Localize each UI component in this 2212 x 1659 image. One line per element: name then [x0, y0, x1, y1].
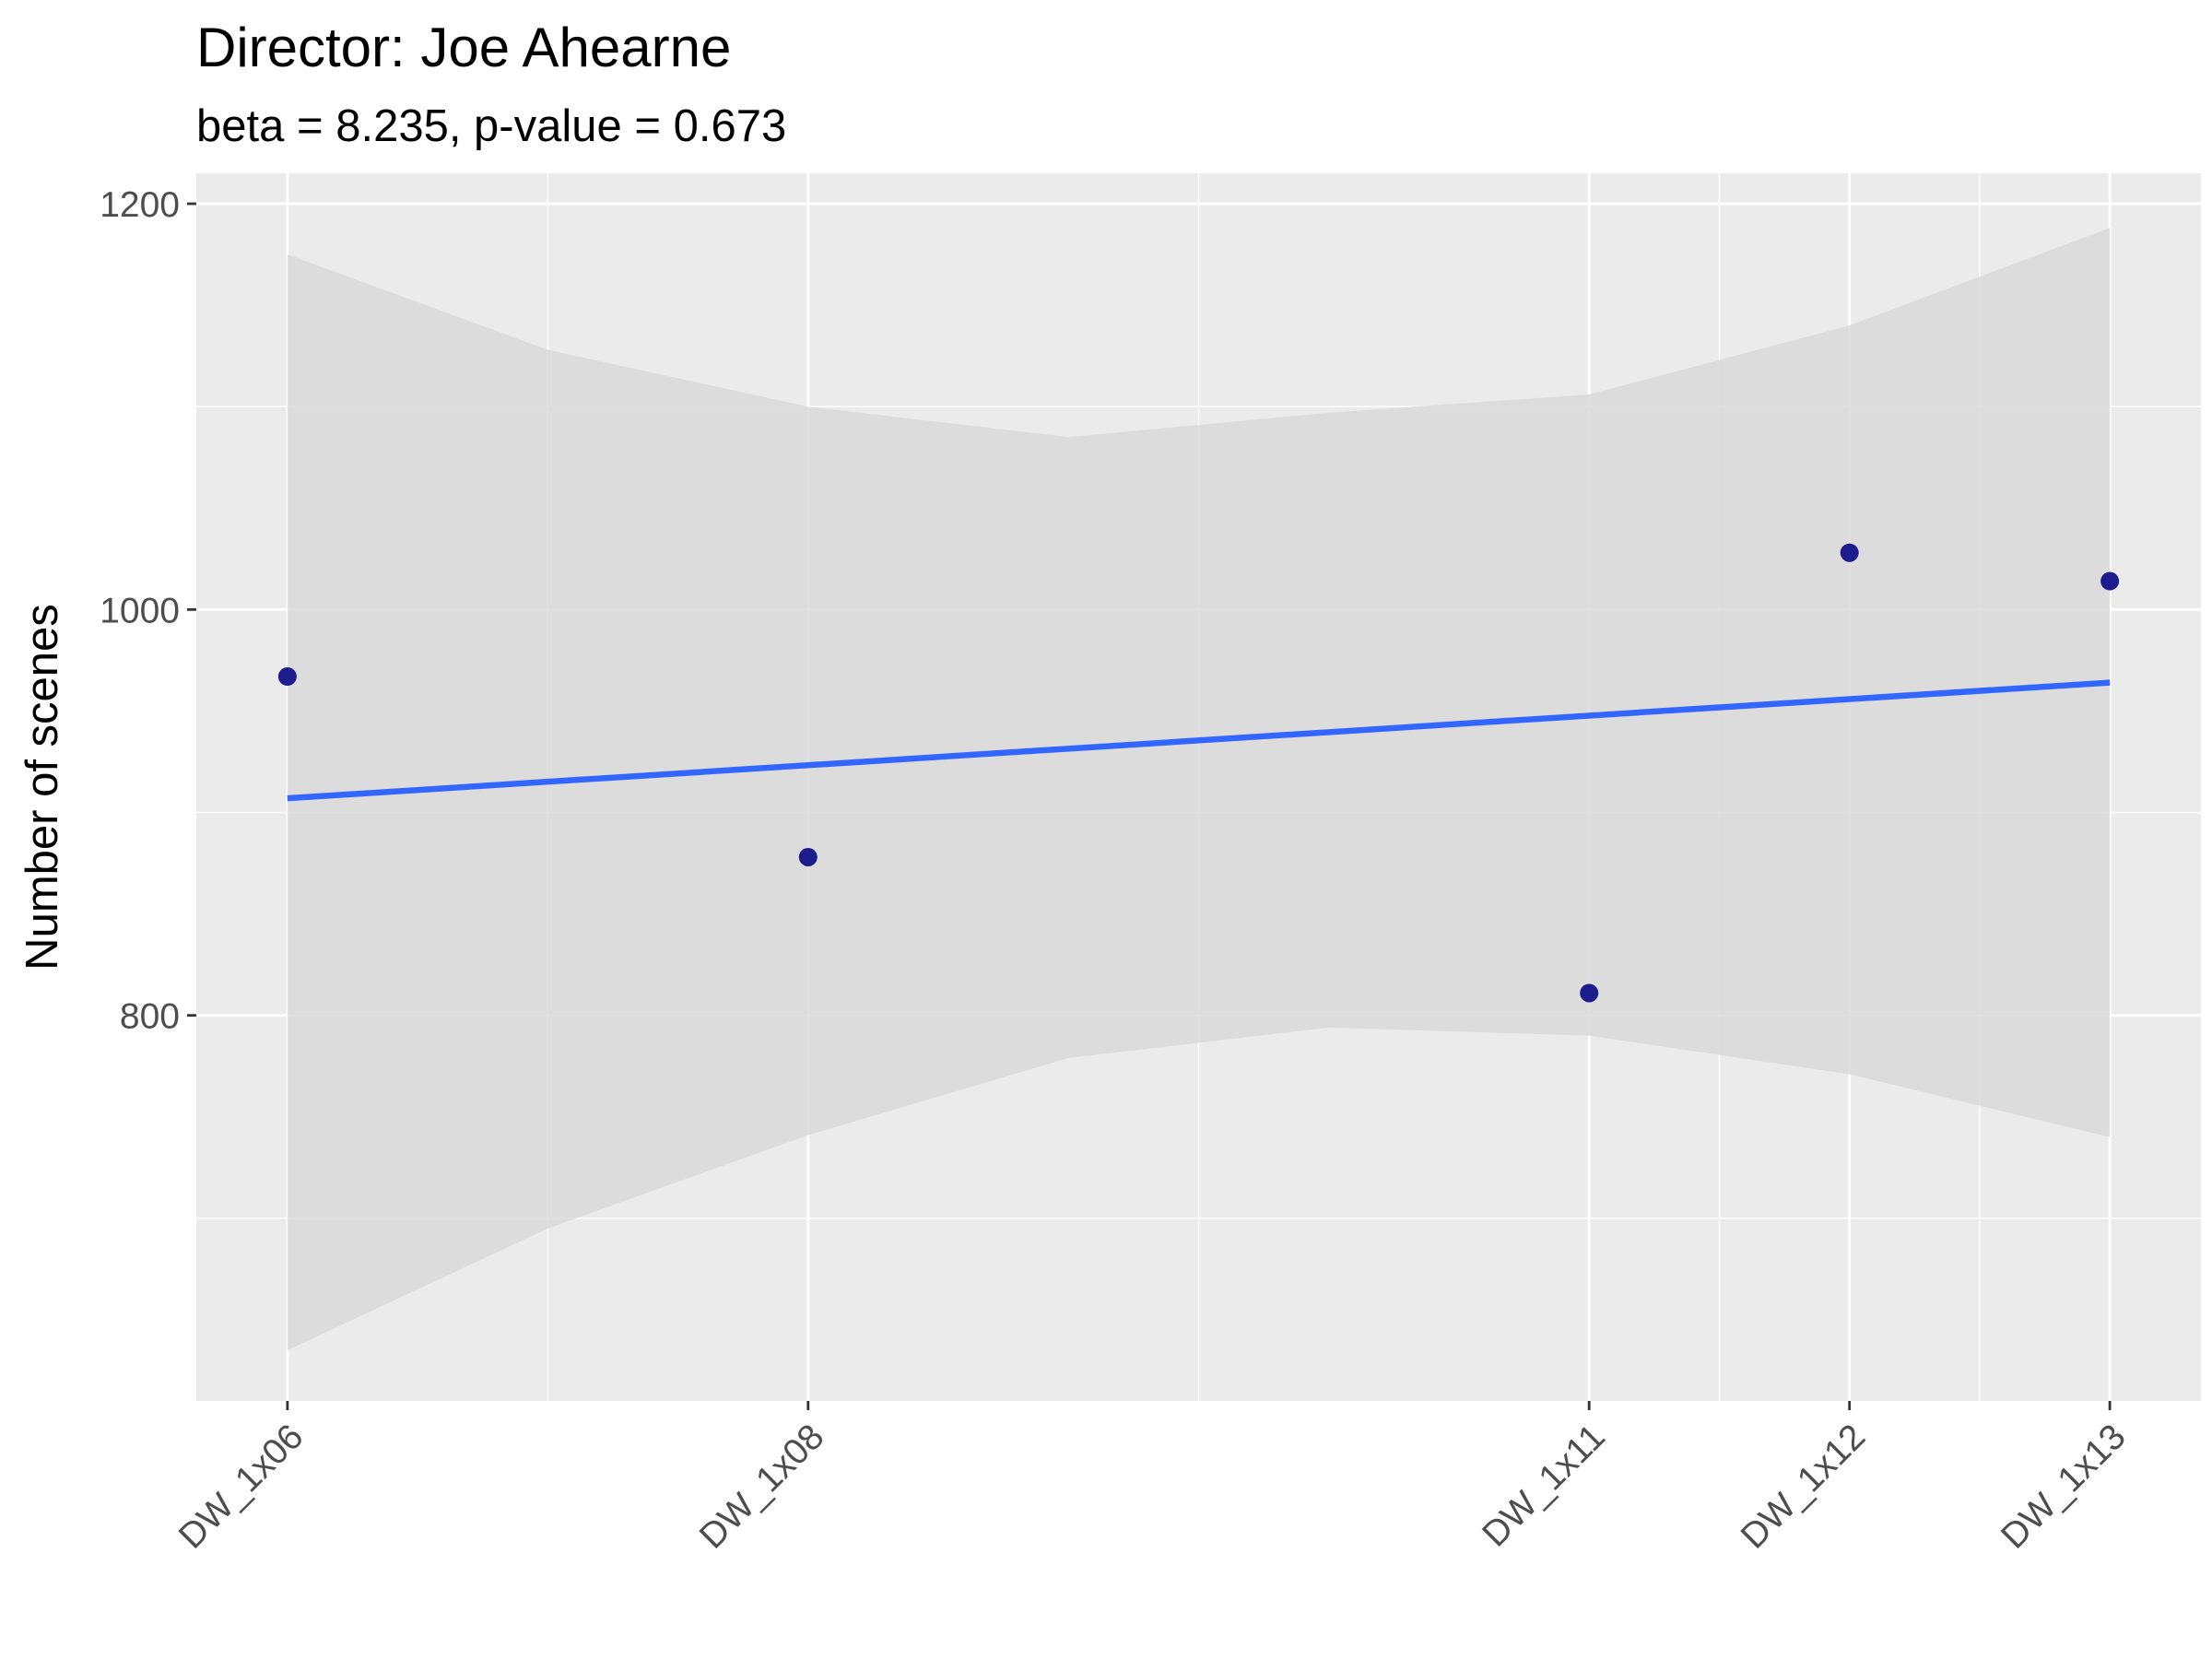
- confidence-band: [287, 228, 2111, 1350]
- y-axis: 800 1000 1200: [100, 185, 196, 1037]
- x-tick-label: DW_1x13: [1994, 1417, 2133, 1556]
- x-tick-label: DW_1x12: [1734, 1417, 1873, 1556]
- y-axis-title: Number of scenes: [18, 604, 67, 971]
- chart-title: Director: Joe Ahearne: [196, 17, 731, 78]
- data-points: [277, 543, 2120, 1003]
- y-tick-label: 800: [120, 997, 180, 1037]
- trend-line: [287, 679, 2111, 802]
- titles: Director: Joe Ahearne beta = 8.235, p-va…: [196, 17, 786, 151]
- x-tick-label: DW_1x08: [692, 1417, 831, 1556]
- data-point-dw-1x12: [1840, 543, 1859, 562]
- x-axis: DW_1x06 DW_1x08 DW_1x11 DW_1x12 DW_1x13: [171, 1401, 2134, 1557]
- chart-subtitle: beta = 8.235, p-value = 0.673: [196, 101, 786, 151]
- y-tick-label: 1200: [100, 185, 180, 225]
- data-point-dw-1x06: [277, 667, 297, 687]
- y-tick-label: 1000: [100, 591, 180, 630]
- data-point-dw-1x13: [2100, 571, 2120, 591]
- data-point-dw-1x11: [1580, 983, 1599, 1003]
- data-point-dw-1x08: [798, 847, 818, 866]
- x-tick-label: DW_1x06: [171, 1417, 311, 1556]
- x-tick-label: DW_1x11: [1475, 1417, 1612, 1554]
